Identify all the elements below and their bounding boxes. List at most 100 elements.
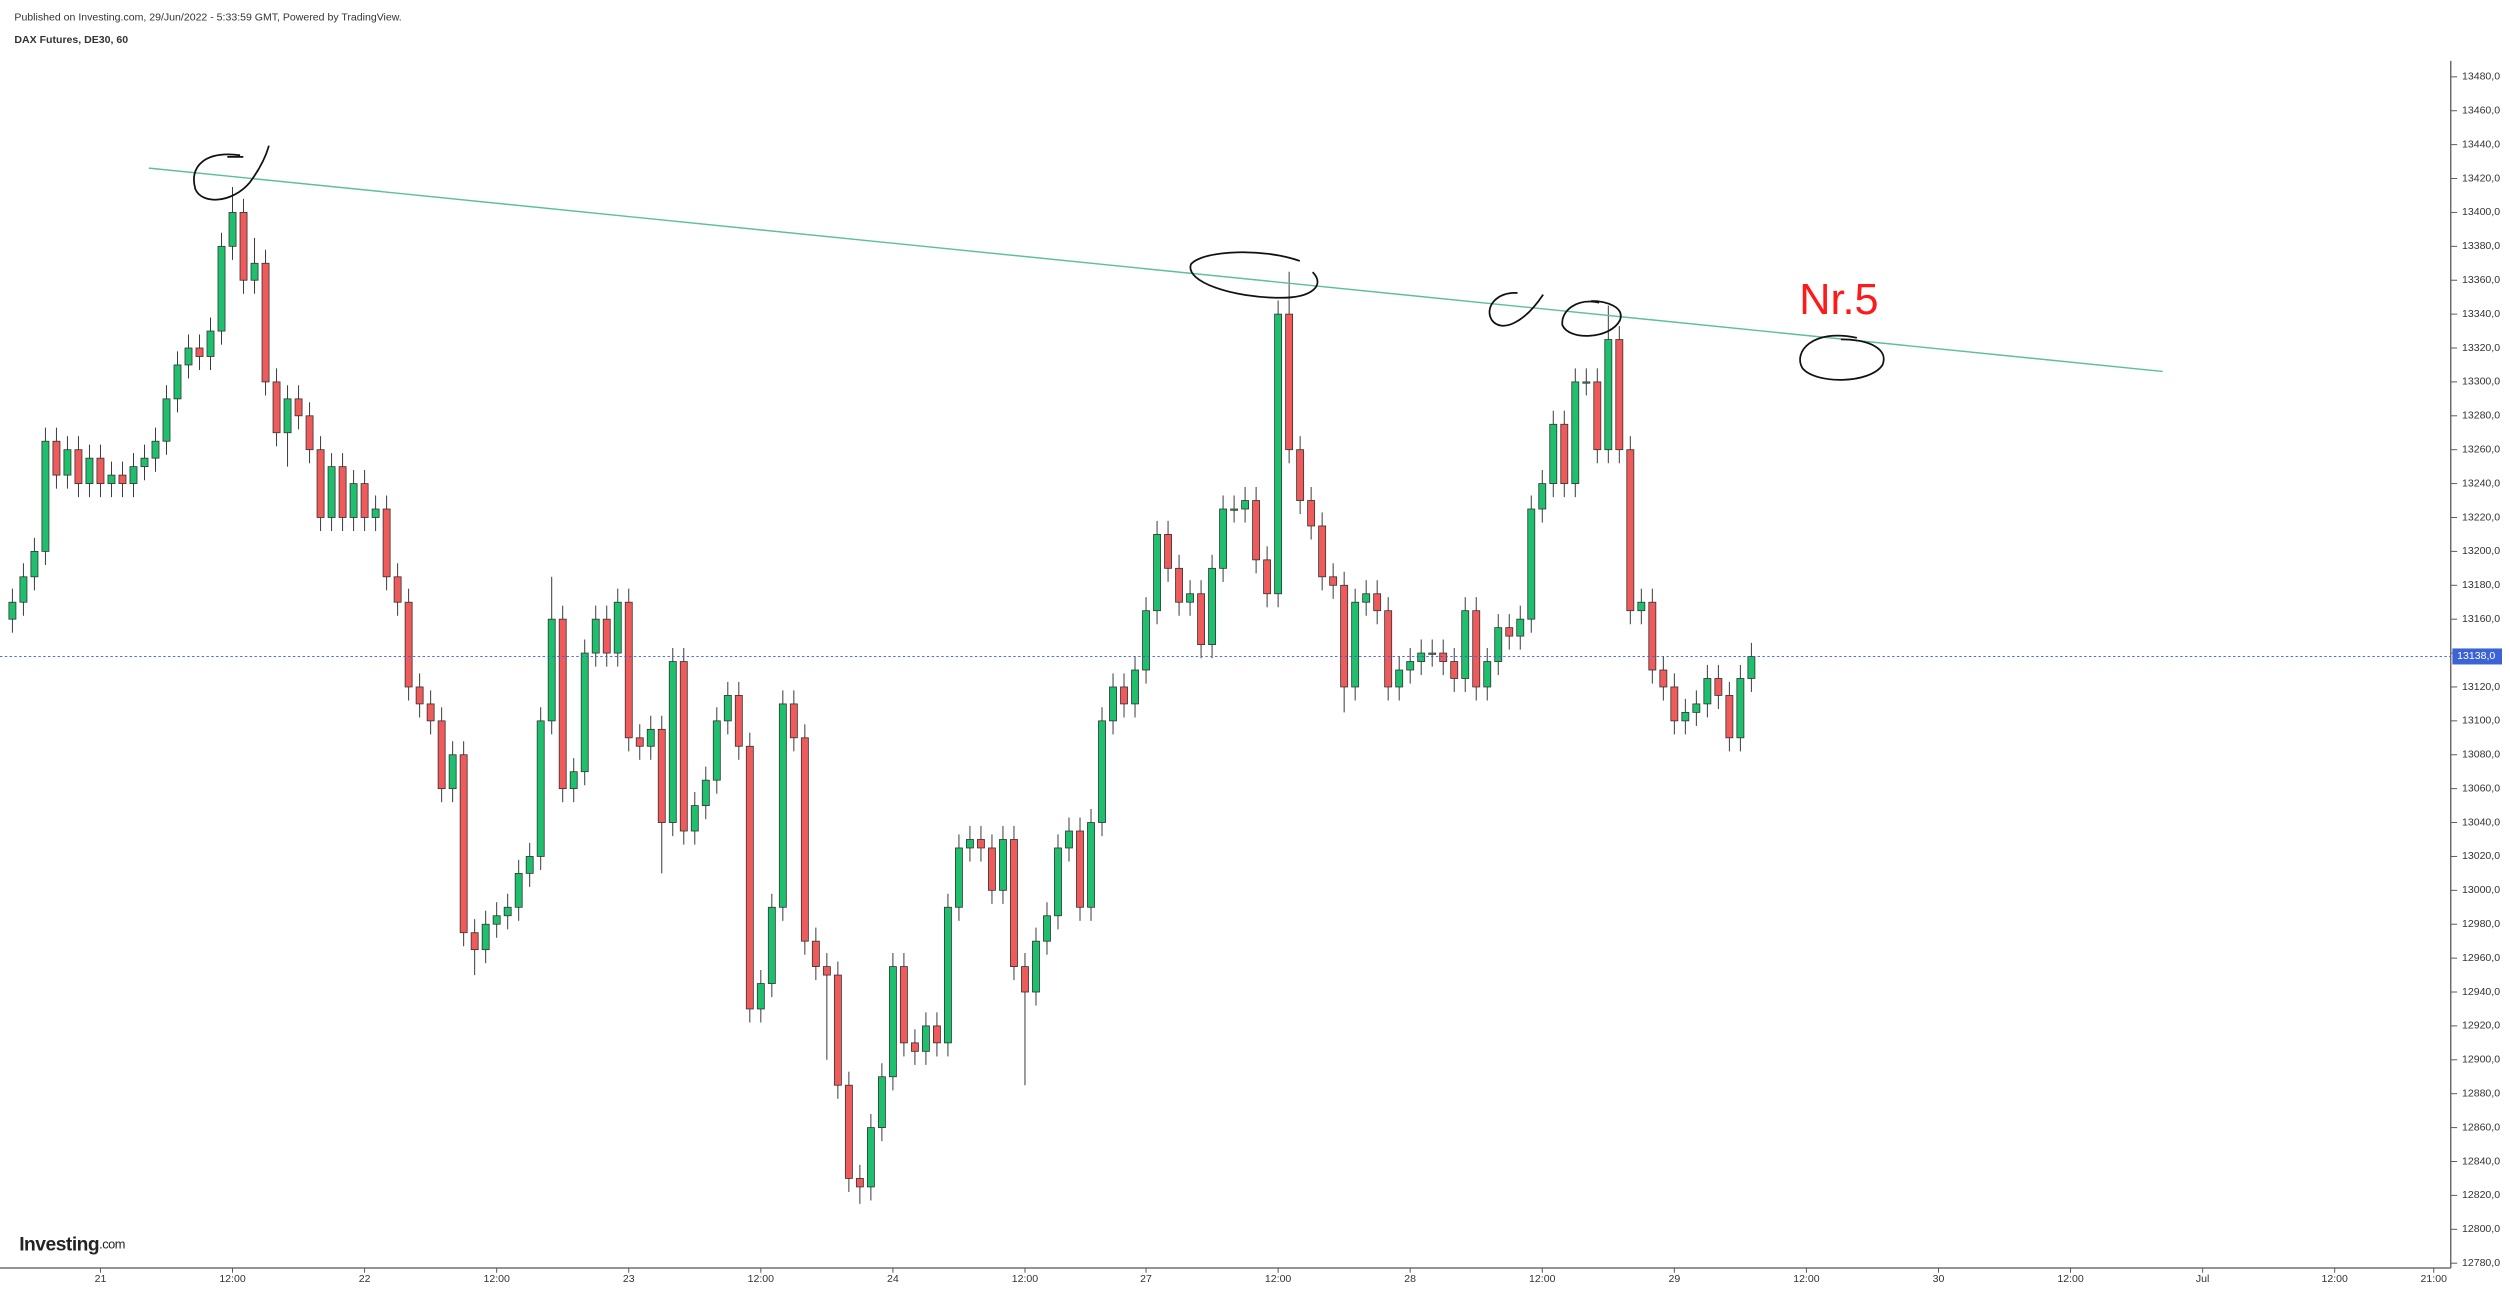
candle-body	[1263, 559, 1272, 595]
candle-body	[602, 618, 611, 654]
x-tick-label: 12:00	[219, 1273, 246, 1285]
published-note: Published on Investing.com, 29/Jun/2022 …	[14, 11, 401, 23]
candle-body	[1406, 661, 1415, 671]
candle-body	[1098, 720, 1106, 823]
candle-body	[855, 1178, 864, 1188]
candle-body	[1428, 652, 1437, 655]
candle-body	[85, 457, 94, 484]
candle-body	[1659, 669, 1668, 688]
candle-body	[1637, 601, 1646, 612]
candle-body	[1252, 500, 1261, 561]
candle-body	[1274, 313, 1283, 595]
candle-body	[1494, 627, 1503, 662]
candle-body	[437, 720, 446, 790]
candle-body	[1714, 678, 1723, 696]
candle-body	[1032, 940, 1040, 993]
y-tick-label: 13120,0	[2462, 681, 2500, 693]
candle-body	[944, 906, 952, 1044]
candle-body	[1450, 661, 1459, 679]
candle-body	[1021, 966, 1029, 993]
candle-body	[1230, 508, 1239, 511]
y-tick-label: 12880,0	[2462, 1088, 2500, 1100]
candle-body	[1219, 508, 1228, 569]
candle-body	[1747, 656, 1756, 679]
candle-body	[1318, 525, 1327, 578]
candle-body	[811, 940, 820, 967]
candle-body	[668, 661, 677, 823]
candle-body	[1516, 618, 1525, 637]
candle-body	[514, 872, 523, 908]
y-tick-label: 12920,0	[2462, 1020, 2500, 1032]
candle-body	[426, 703, 435, 722]
x-tick-label: 12:00	[1793, 1273, 1820, 1285]
candle-body	[1362, 593, 1371, 603]
y-tick-label: 12860,0	[2462, 1121, 2500, 1133]
y-tick-label: 13340,0	[2462, 308, 2500, 320]
candle-body	[415, 686, 424, 705]
x-tick-label: 12:00	[1012, 1273, 1039, 1285]
y-tick-label: 13220,0	[2462, 511, 2500, 523]
candle-body	[1043, 915, 1051, 942]
chart-title: DAX Futures, DE30, 60	[14, 34, 128, 46]
x-tick-label: 21	[95, 1273, 107, 1285]
y-tick-label: 13440,0	[2462, 138, 2500, 150]
candle-body	[173, 364, 182, 400]
y-tick-label: 13480,0	[2462, 71, 2500, 83]
candle-body	[1527, 508, 1536, 620]
hand-circle	[1561, 300, 1622, 337]
candle-body	[393, 576, 402, 603]
candle-body	[261, 262, 270, 383]
candle-body	[1626, 449, 1635, 612]
y-tick-label: 13180,0	[2462, 579, 2500, 591]
candle-body	[140, 457, 149, 468]
y-tick-label: 13000,0	[2462, 884, 2500, 896]
logo: Investing.com	[19, 1235, 125, 1256]
candle-body	[1296, 449, 1305, 501]
hand-circle	[1799, 334, 1885, 381]
y-tick-label: 13240,0	[2462, 477, 2500, 489]
candle-body	[1461, 610, 1470, 679]
y-tick-label: 13460,0	[2462, 105, 2500, 117]
x-tick-label: Jul	[2196, 1273, 2209, 1285]
candle-body	[1725, 695, 1734, 739]
y-tick-label: 13160,0	[2462, 613, 2500, 625]
candle-body	[955, 847, 963, 908]
y-tick-label: 13360,0	[2462, 274, 2500, 286]
y-tick-label: 13280,0	[2462, 410, 2500, 422]
candle-body	[305, 415, 314, 451]
y-tick-label: 13320,0	[2462, 342, 2500, 354]
candle-body	[822, 966, 831, 976]
candle-body	[1087, 822, 1095, 908]
candle-body	[404, 601, 413, 688]
candle-body	[734, 695, 743, 747]
candle-body	[19, 576, 28, 603]
x-tick-label: 28	[1404, 1273, 1416, 1285]
candle-body	[866, 1127, 875, 1188]
candle-body	[316, 449, 325, 518]
candle-body	[1417, 652, 1426, 662]
x-tick-label: 27	[1140, 1273, 1152, 1285]
candle-body	[679, 661, 688, 832]
candle-body	[239, 212, 248, 281]
y-tick-label: 12820,0	[2462, 1189, 2500, 1201]
x-tick-label: 12:00	[1265, 1273, 1292, 1285]
logo-suffix: .com	[99, 1237, 125, 1252]
y-tick-label: 13300,0	[2462, 376, 2500, 388]
candle-body	[1582, 381, 1591, 384]
candle-body	[1439, 652, 1448, 662]
candle-body	[1131, 669, 1139, 705]
x-tick-label: 30	[1933, 1273, 1945, 1285]
candle-body	[1197, 593, 1205, 645]
candle-body	[833, 974, 842, 1086]
last-price-label: 13138,0	[2457, 650, 2495, 662]
candle-body	[107, 474, 116, 484]
candle-body	[1351, 601, 1360, 688]
candle-body	[503, 906, 512, 917]
candle-body	[382, 508, 391, 578]
y-tick-label: 13400,0	[2462, 206, 2500, 218]
candle-body	[250, 262, 259, 281]
candle-body	[1329, 576, 1338, 586]
candle-body	[1120, 686, 1128, 705]
